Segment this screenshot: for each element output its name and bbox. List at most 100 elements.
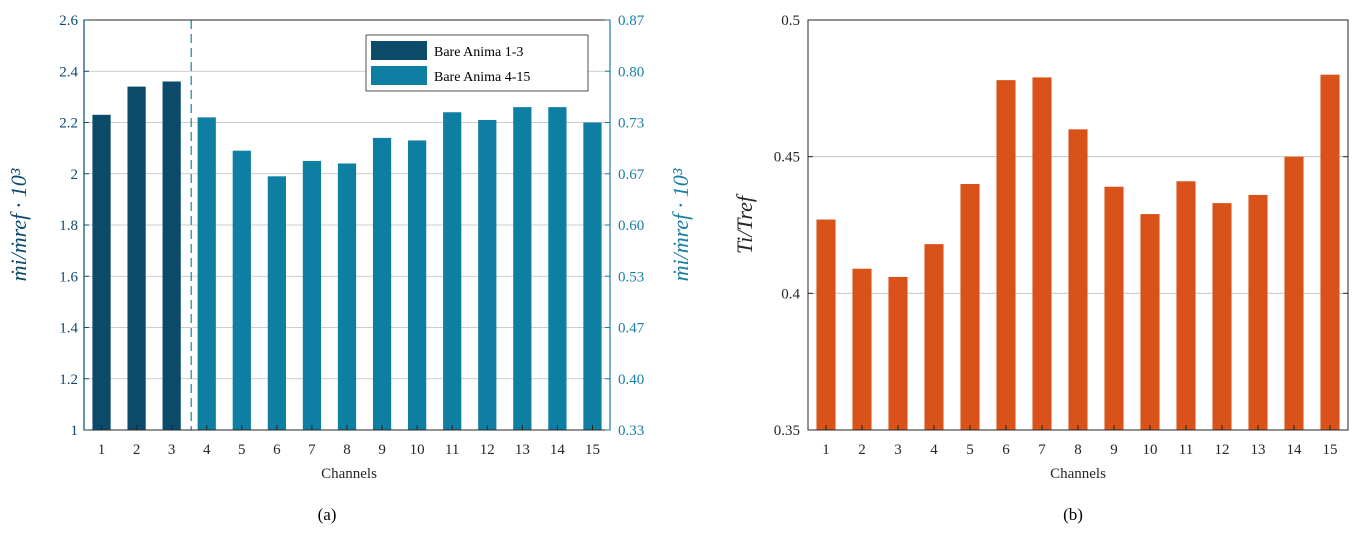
chart-a-left-tick-label: 1 bbox=[71, 423, 79, 439]
chart-b-x-tick-label: 2 bbox=[858, 442, 866, 458]
chart-a-bar-11 bbox=[443, 112, 462, 430]
chart-a-ticks: 1 0.33 1.2 0.40 1.4 0.47 1.6 0.53 1.8 0.60 2 0.67 2.… bbox=[59, 13, 645, 458]
chart-b-bar-9 bbox=[1104, 186, 1124, 430]
chart-b-x-tick-label: 14 bbox=[1287, 442, 1303, 458]
chart-a-x-tick-label: 6 bbox=[273, 442, 281, 458]
chart-a-left-tick-label: 1.6 bbox=[59, 269, 78, 285]
chart-a-left-tick-label: 2.6 bbox=[59, 13, 78, 29]
chart-b-ticks: 0.350.40.450.51 2 3 4 5 6 7 8 9 10 11 12 13 14 15 bbox=[774, 13, 1348, 458]
chart-a-bar-5 bbox=[232, 150, 251, 430]
chart-a-bar-4 bbox=[197, 117, 216, 430]
chart-a-legend-label-2: Bare Anima 4-15 bbox=[434, 70, 530, 85]
chart-a-right-tick-label: 0.73 bbox=[618, 116, 644, 132]
chart-b-bar-14 bbox=[1284, 156, 1304, 430]
chart-b-y-tick-label: 0.35 bbox=[774, 423, 800, 439]
chart-a-left-tick-label: 2 bbox=[71, 167, 79, 183]
chart-b-x-tick-label: 7 bbox=[1038, 442, 1046, 458]
chart-b-bar-12 bbox=[1212, 203, 1232, 430]
chart-b-x-tick-label: 5 bbox=[966, 442, 974, 458]
chart-a-right-tick-label: 0.47 bbox=[618, 321, 645, 337]
chart-b-x-tick-label: 12 bbox=[1215, 442, 1230, 458]
chart-a-bar-13 bbox=[513, 107, 532, 430]
chart-b-y-tick-label: 0.45 bbox=[774, 150, 800, 166]
chart-b-x-tick-label: 4 bbox=[930, 442, 938, 458]
chart-b-bar-4 bbox=[924, 244, 944, 430]
chart-a-right-tick-label: 0.53 bbox=[618, 269, 644, 285]
chart-b-bar-10 bbox=[1140, 214, 1160, 430]
chart-b-bar-1 bbox=[816, 219, 836, 430]
chart-a-x-tick-label: 8 bbox=[343, 442, 351, 458]
chart-b: 0.350.40.450.51 2 3 4 5 6 7 8 9 10 11 12 13 14 15 Chan… bbox=[732, 13, 1349, 524]
chart-a-x-tick-label: 15 bbox=[585, 442, 600, 458]
chart-b-x-tick-label: 9 bbox=[1110, 442, 1118, 458]
chart-b-y-tick-label: 0.5 bbox=[781, 13, 800, 29]
chart-a-x-tick-label: 7 bbox=[308, 442, 316, 458]
chart-a-x-tick-label: 4 bbox=[203, 442, 211, 458]
chart-a-x-tick-label: 11 bbox=[445, 442, 459, 458]
chart-b-bar-8 bbox=[1068, 129, 1088, 431]
chart-b-x-tick-label: 15 bbox=[1323, 442, 1338, 458]
chart-a-bar-6 bbox=[267, 176, 286, 430]
chart-b-y-axis-label: Ti/Tref bbox=[732, 193, 757, 254]
chart-b-x-tick-label: 8 bbox=[1074, 442, 1082, 458]
chart-a-bar-1 bbox=[92, 114, 111, 430]
chart-a-x-axis-label: Channels bbox=[321, 466, 377, 482]
chart-a-right-tick-label: 0.87 bbox=[618, 13, 645, 29]
chart-a-bar-12 bbox=[478, 119, 497, 430]
chart-a-bar-10 bbox=[408, 140, 427, 430]
chart-b-bar-7 bbox=[1032, 77, 1052, 431]
chart-a-right-tick-label: 0.60 bbox=[618, 218, 644, 234]
chart-b-bar-11 bbox=[1176, 181, 1196, 430]
chart-a-left-tick-label: 1.4 bbox=[59, 321, 78, 337]
chart-b-caption: (b) bbox=[1063, 505, 1083, 524]
chart-a: 1 0.33 1.2 0.40 1.4 0.47 1.6 0.53 1.8 0.60 2 0.67 2.… bbox=[6, 13, 693, 524]
chart-b-bar-2 bbox=[852, 268, 872, 430]
chart-b-bar-3 bbox=[888, 276, 908, 430]
chart-a-x-tick-label: 5 bbox=[238, 442, 246, 458]
chart-a-right-tick-label: 0.33 bbox=[618, 423, 644, 439]
chart-a-bar-7 bbox=[302, 160, 322, 430]
chart-a-x-tick-label: 10 bbox=[410, 442, 425, 458]
chart-a-right-tick-label: 0.40 bbox=[618, 372, 644, 388]
chart-a-legend-swatch-1 bbox=[371, 41, 427, 60]
chart-a-bar-3 bbox=[162, 81, 181, 430]
chart-a-left-tick-label: 2.4 bbox=[59, 64, 78, 80]
chart-a-left-axis-label: ṁi/ṁref · 10³ bbox=[6, 168, 31, 281]
chart-a-x-tick-label: 1 bbox=[98, 442, 106, 458]
chart-a-legend-swatch-2 bbox=[371, 66, 427, 85]
chart-b-bar-5 bbox=[960, 184, 980, 430]
chart-a-left-tick-label: 1.8 bbox=[59, 218, 78, 234]
chart-a-x-tick-label: 12 bbox=[480, 442, 495, 458]
chart-a-caption: (a) bbox=[318, 505, 337, 524]
chart-a-legend: Bare Anima 1-3 Bare Anima 4-15 bbox=[365, 34, 589, 92]
chart-a-bar-15 bbox=[583, 122, 602, 430]
chart-b-y-tick-label: 0.4 bbox=[781, 286, 800, 302]
chart-b-bars bbox=[816, 74, 1340, 431]
chart-a-bar-8 bbox=[337, 163, 357, 430]
chart-a-x-tick-label: 2 bbox=[133, 442, 141, 458]
chart-b-x-tick-label: 11 bbox=[1179, 442, 1193, 458]
chart-a-right-axis-label: ṁi/ṁref · 10³ bbox=[668, 168, 693, 281]
chart-b-bar-15 bbox=[1320, 74, 1340, 431]
chart-b-x-axis-label: Channels bbox=[1050, 466, 1106, 482]
chart-b-bar-6 bbox=[996, 80, 1016, 430]
chart-a-x-tick-label: 3 bbox=[168, 442, 176, 458]
chart-a-right-tick-label: 0.67 bbox=[618, 167, 645, 183]
chart-a-x-tick-label: 13 bbox=[515, 442, 530, 458]
chart-b-x-tick-label: 10 bbox=[1143, 442, 1158, 458]
chart-a-bars bbox=[92, 81, 602, 430]
chart-b-x-tick-label: 6 bbox=[1002, 442, 1010, 458]
chart-a-legend-label-1: Bare Anima 1-3 bbox=[434, 45, 523, 60]
chart-a-bar-14 bbox=[548, 107, 567, 430]
chart-a-left-tick-label: 2.2 bbox=[59, 116, 78, 132]
chart-a-left-tick-label: 1.2 bbox=[59, 372, 78, 388]
chart-a-bar-9 bbox=[372, 137, 392, 430]
chart-a-bar-2 bbox=[127, 86, 146, 430]
chart-a-x-tick-label: 9 bbox=[378, 442, 386, 458]
chart-b-bar-13 bbox=[1248, 194, 1268, 430]
chart-b-x-tick-label: 1 bbox=[822, 442, 830, 458]
chart-b-x-tick-label: 3 bbox=[894, 442, 902, 458]
chart-a-x-tick-label: 14 bbox=[550, 442, 566, 458]
